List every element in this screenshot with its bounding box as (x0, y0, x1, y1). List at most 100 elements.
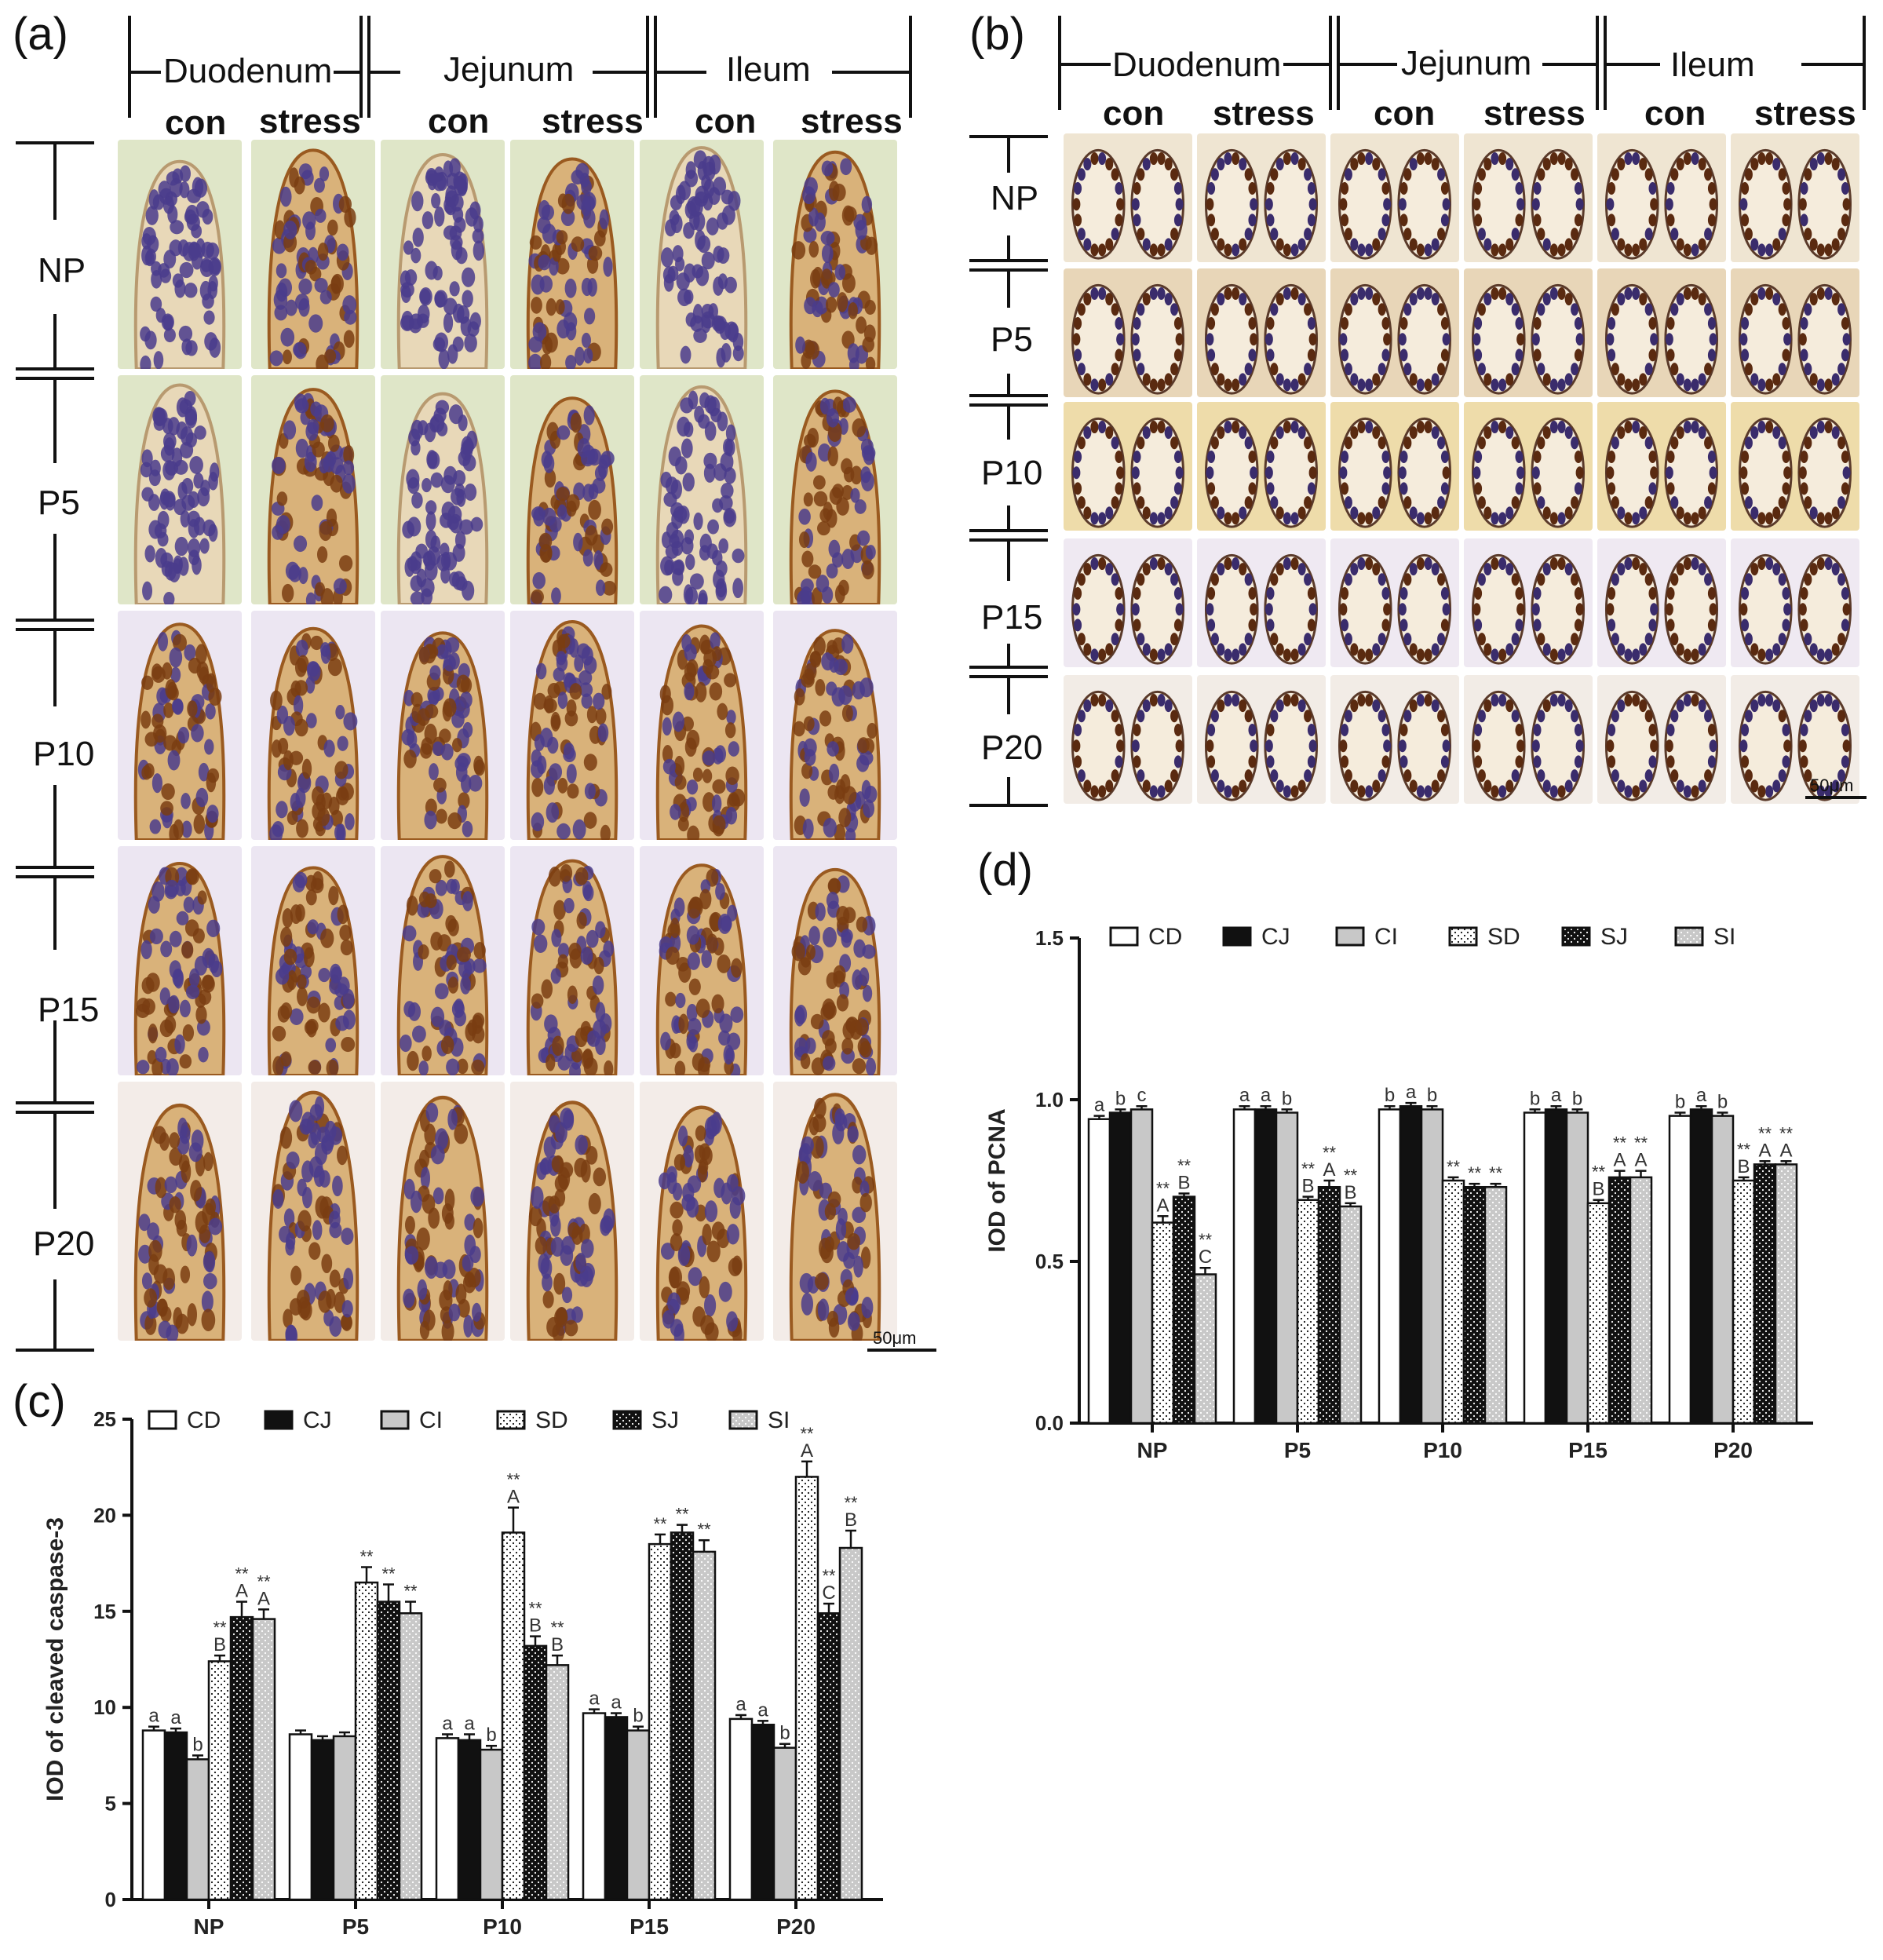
significance-letter: A (235, 1581, 248, 1602)
significance-letter: a (464, 1713, 475, 1734)
panel-a-cond-4: stress (542, 102, 644, 141)
panel-a-cond-2: stress (259, 102, 361, 141)
legend-label: SJ (651, 1407, 679, 1433)
panel-b-micrograph (1330, 268, 1459, 397)
significance-letter: a (148, 1706, 159, 1727)
panel-a-micrograph (381, 1082, 505, 1341)
significance-stars: ** (1301, 1159, 1316, 1179)
significance-letter: C (1199, 1246, 1212, 1268)
bar (1193, 1273, 1217, 1425)
panel-b-micrograph (1464, 402, 1593, 531)
panel-b-micrograph (1464, 133, 1593, 262)
panel-b-micrograph (1197, 675, 1326, 804)
y-axis-label: IOD of cleaved caspase-3 (42, 1517, 68, 1801)
bar (310, 1739, 335, 1901)
significance-letter: b (1717, 1091, 1728, 1112)
x-tick-label: P10 (1423, 1438, 1462, 1462)
significance-letter: a (1696, 1085, 1707, 1106)
bar (376, 1600, 401, 1901)
y-tick-label: 10 (93, 1695, 116, 1719)
y-tick-label: 20 (93, 1503, 116, 1527)
legend-label: SI (1713, 924, 1735, 950)
significance-stars: ** (403, 1582, 418, 1601)
panel-a-micrograph (640, 1082, 764, 1341)
panel-b-scale-bar (1805, 796, 1867, 799)
significance-letter: b (1427, 1085, 1437, 1106)
panel-a-micrograph (251, 611, 375, 840)
significance-stars: ** (1613, 1133, 1627, 1153)
legend-label: CI (1374, 924, 1398, 950)
significance-letter: a (1551, 1085, 1562, 1106)
chart-caspase: 0 5 10 15 20 25 IOD of cleaved caspase-3 CD CJ CI… (42, 1407, 883, 1939)
significance-stars: ** (1592, 1162, 1606, 1182)
bar (1338, 1205, 1363, 1425)
significance-letter: B (529, 1615, 542, 1637)
significance-stars: ** (1737, 1140, 1751, 1159)
panel-b-micrograph (1064, 133, 1192, 262)
panel-a-row-p10: P10 (33, 735, 95, 773)
bar (163, 1731, 188, 1901)
bar (1544, 1108, 1568, 1425)
y-tick-label: 1.0 (1035, 1088, 1064, 1111)
bar (1378, 1108, 1402, 1425)
panel-b-cond-6: stress (1754, 94, 1856, 133)
panel-b-micrograph (1731, 268, 1859, 397)
significance-letter: a (442, 1713, 453, 1734)
panel-a-micrograph (773, 611, 897, 840)
panel-a-segment-ileum: Ileum (726, 50, 811, 89)
legend-swatch (728, 1410, 758, 1430)
significance-letter: B (1737, 1156, 1750, 1177)
bar (1087, 1118, 1111, 1425)
bar (354, 1581, 379, 1901)
significance-letter: a (589, 1688, 600, 1710)
panel-a-cond-3: con (428, 102, 490, 141)
bar (141, 1729, 166, 1901)
bar (1151, 1221, 1175, 1425)
legend-swatch (612, 1410, 642, 1430)
panel-b-cond-5: con (1644, 94, 1706, 133)
panel-a-row-p15: P15 (38, 991, 100, 1029)
significance-stars: ** (257, 1571, 271, 1591)
panel-b-micrograph (1330, 133, 1459, 262)
bar (1129, 1108, 1154, 1425)
legend-label: CD (187, 1407, 221, 1433)
bar (1774, 1163, 1798, 1425)
significance-letter: b (1282, 1088, 1292, 1109)
legend-swatch (496, 1410, 526, 1430)
x-tick-label: P5 (342, 1914, 369, 1939)
significance-letter: b (1675, 1091, 1685, 1112)
bar (1462, 1185, 1487, 1425)
y-tick-label: 0 (105, 1888, 116, 1911)
significance-stars: ** (506, 1470, 520, 1490)
legend-swatch (148, 1410, 177, 1430)
x-tick-label: P20 (776, 1914, 816, 1939)
significance-stars: ** (1779, 1123, 1794, 1143)
significance-stars: ** (653, 1514, 667, 1534)
significance-letter: b (1115, 1088, 1126, 1109)
significance-letter: a (1261, 1085, 1272, 1106)
bar (692, 1550, 717, 1901)
bar (1275, 1111, 1299, 1425)
bar (816, 1611, 841, 1901)
bar (604, 1716, 629, 1901)
bar (1629, 1176, 1653, 1425)
panel-a-cond-5: con (695, 102, 757, 141)
bar (479, 1748, 504, 1901)
panel-a-micrograph (773, 140, 897, 369)
legend-label: CI (419, 1407, 443, 1433)
significance-letter: a (735, 1694, 746, 1715)
legend-swatch (1448, 926, 1478, 947)
bar (398, 1611, 423, 1901)
legend-swatch (1561, 926, 1591, 947)
significance-stars: ** (359, 1546, 374, 1566)
panel-a-micrograph (640, 140, 764, 369)
panel-b-micrograph (1197, 268, 1326, 397)
bar (1753, 1163, 1777, 1425)
significance-stars: ** (1323, 1143, 1337, 1162)
panel-b-micrograph (1064, 268, 1192, 397)
x-tick-label: P15 (629, 1914, 669, 1939)
significance-letter: c (1137, 1085, 1147, 1106)
panel-b-cond-2: stress (1213, 94, 1315, 133)
panel-b-label: (b) (969, 9, 1025, 60)
panel-b-micrograph (1197, 538, 1326, 667)
